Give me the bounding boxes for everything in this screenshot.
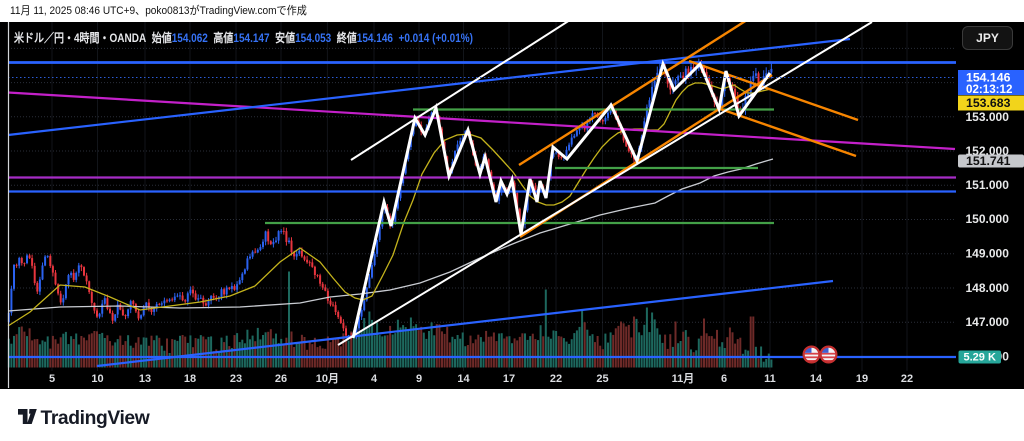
svg-text:11月: 11月 xyxy=(672,372,695,385)
svg-text:153.683: 153.683 xyxy=(966,96,1011,110)
svg-text:26: 26 xyxy=(275,373,287,385)
svg-text:148.000: 148.000 xyxy=(966,281,1010,295)
svg-text:02:13:12: 02:13:12 xyxy=(966,83,1012,96)
svg-text:9: 9 xyxy=(416,373,422,385)
svg-text:152.000: 152.000 xyxy=(966,144,1010,158)
svg-text:150.000: 150.000 xyxy=(966,212,1010,226)
svg-text:25: 25 xyxy=(596,373,608,385)
svg-text:17: 17 xyxy=(503,373,515,385)
svg-text:22: 22 xyxy=(550,373,562,385)
svg-text:151.741: 151.741 xyxy=(966,154,1011,168)
svg-text:147.000: 147.000 xyxy=(966,315,1010,329)
svg-text:10: 10 xyxy=(91,373,103,385)
svg-text:18: 18 xyxy=(184,373,196,385)
svg-text:11: 11 xyxy=(764,373,776,385)
svg-text:13: 13 xyxy=(139,373,151,385)
svg-text:23: 23 xyxy=(230,373,242,385)
svg-text:5: 5 xyxy=(49,373,55,385)
svg-text:154.146: 154.146 xyxy=(966,71,1011,85)
svg-text:22: 22 xyxy=(901,373,913,385)
svg-text:4: 4 xyxy=(371,373,378,385)
svg-text:153.000: 153.000 xyxy=(966,110,1010,124)
svg-text:14: 14 xyxy=(457,373,470,385)
svg-text:5.29 K: 5.29 K xyxy=(964,352,996,364)
svg-text:151.000: 151.000 xyxy=(966,178,1010,192)
svg-text:10月: 10月 xyxy=(316,372,339,385)
svg-text:149.000: 149.000 xyxy=(966,247,1010,261)
svg-text:19: 19 xyxy=(856,373,868,385)
svg-text:6: 6 xyxy=(721,373,727,385)
svg-text:TradingView: TradingView xyxy=(41,408,151,429)
svg-text:14: 14 xyxy=(810,373,823,385)
